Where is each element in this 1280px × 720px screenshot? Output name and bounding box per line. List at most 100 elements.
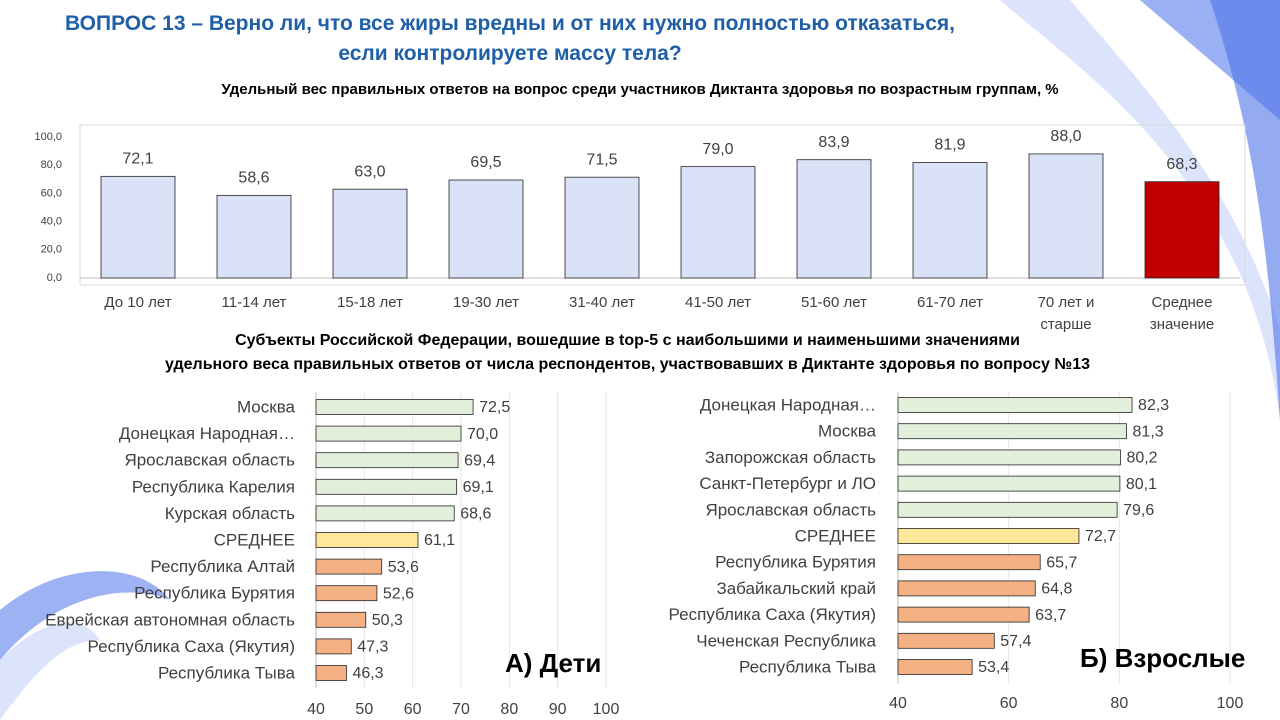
x-tick-label: 61-70 лет xyxy=(917,294,983,311)
y-tick-label: Республика Карелия xyxy=(132,477,295,496)
bar xyxy=(100,175,176,279)
x-tick-label: 90 xyxy=(549,701,567,718)
y-tick-label: Запорожская область xyxy=(705,448,876,467)
y-tick-label: Республика Саха (Якутия) xyxy=(88,637,295,656)
y-tick-label: Москва xyxy=(818,422,877,441)
x-tick-label: 11-14 лет xyxy=(221,294,287,311)
x-tick-label: 80 xyxy=(500,701,518,718)
x-tick-label: 40 xyxy=(307,701,325,718)
y-tick-label: 20,0 xyxy=(41,244,62,256)
y-tick-label: Республика Тыва xyxy=(158,663,296,682)
bar xyxy=(564,176,640,279)
bar xyxy=(216,194,292,279)
value-label: 82,3 xyxy=(1138,397,1169,414)
y-tick-label: Республика Тыва xyxy=(739,657,877,676)
bar xyxy=(315,585,378,602)
value-label: 63,7 xyxy=(1035,607,1066,624)
bar xyxy=(315,665,347,681)
x-tick-label: 15-18 лет xyxy=(337,294,403,311)
bar xyxy=(897,659,973,675)
bar xyxy=(315,452,459,469)
y-tick-label: Республика Алтай xyxy=(150,557,295,576)
value-label: 79,6 xyxy=(1123,502,1154,519)
bar xyxy=(315,425,462,442)
value-label: 50,3 xyxy=(372,612,403,629)
bar xyxy=(897,554,1041,571)
bar xyxy=(1028,153,1104,279)
annotation: Б) Взрослые xyxy=(1080,643,1245,673)
value-label: 53,6 xyxy=(388,559,419,576)
bar xyxy=(897,528,1080,544)
value-label: 47,3 xyxy=(357,639,388,656)
title-line: ВОПРОС 13 – Верно ли, что все жиры вредн… xyxy=(65,12,955,35)
y-tick-label: СРЕДНЕЕ xyxy=(795,526,876,545)
bar xyxy=(897,632,995,649)
bar xyxy=(897,397,1133,413)
y-tick-label: Республика Бурятия xyxy=(134,584,295,603)
bar xyxy=(315,532,419,548)
value-label: 70,0 xyxy=(467,426,498,443)
bar xyxy=(315,638,352,655)
value-label: 52,6 xyxy=(383,585,414,602)
value-label: 83,9 xyxy=(818,134,849,151)
bar xyxy=(1144,181,1220,279)
value-label: 72,5 xyxy=(479,399,510,416)
value-label: 65,7 xyxy=(1046,554,1077,571)
y-tick-label: Санкт-Петербург и ЛО xyxy=(699,474,876,493)
value-label: 80,2 xyxy=(1126,450,1157,467)
x-tick-label: 41-50 лет xyxy=(685,294,751,311)
bar xyxy=(897,449,1121,466)
value-label: 63,0 xyxy=(354,163,385,180)
bar xyxy=(315,478,458,495)
value-label: 80,1 xyxy=(1126,476,1157,493)
value-label: 58,6 xyxy=(238,170,269,187)
bar xyxy=(897,580,1036,597)
y-tick-label: Донецкая Народная… xyxy=(700,395,876,414)
chart-title: Удельный вес правильных ответов на вопро… xyxy=(221,81,1058,98)
y-tick-label: 60,0 xyxy=(41,187,62,199)
x-tick-label: 50 xyxy=(355,701,373,718)
y-tick-label: Чеченская Республика xyxy=(696,631,876,650)
y-tick-label: Забайкальский край xyxy=(716,579,876,598)
bar xyxy=(315,558,383,575)
y-tick-label: СРЕДНЕЕ xyxy=(214,530,295,549)
section-title-line: удельного веса правильных ответов от чис… xyxy=(164,356,1091,373)
y-tick-label: Еврейская автономная область xyxy=(45,610,295,629)
value-label: 68,6 xyxy=(460,506,491,523)
value-label: 72,1 xyxy=(122,151,153,168)
value-label: 57,4 xyxy=(1000,633,1031,650)
y-tick-label: Ярославская область xyxy=(124,451,295,470)
y-tick-label: Республика Саха (Якутия) xyxy=(669,605,876,624)
x-tick-label: 51-60 лет xyxy=(801,294,867,311)
value-label: 69,1 xyxy=(463,479,494,496)
value-label: 79,0 xyxy=(702,141,733,158)
annotation: А) Дети xyxy=(505,648,601,678)
x-tick-label: Среднее значение xyxy=(1149,294,1215,333)
value-label: 88,0 xyxy=(1050,128,1081,145)
value-label: 72,7 xyxy=(1085,528,1116,545)
y-tick-label: Республика Бурятия xyxy=(715,553,876,572)
x-tick-label: 60 xyxy=(1000,695,1018,712)
value-label: 61,1 xyxy=(424,532,455,549)
bar xyxy=(796,159,872,279)
y-tick-label: 40,0 xyxy=(41,216,62,228)
x-tick-label: 80 xyxy=(1110,695,1128,712)
bar xyxy=(897,423,1127,440)
title-line: если контролируете массу тела? xyxy=(338,42,682,65)
bar xyxy=(448,179,524,279)
section-title-line: Субъекты Российской Федерации, вошедшие … xyxy=(235,332,1020,349)
value-label: 69,5 xyxy=(470,154,501,171)
value-label: 81,3 xyxy=(1133,423,1164,440)
y-tick-label: Ярославская область xyxy=(705,500,876,519)
y-tick-label: 0,0 xyxy=(47,272,62,284)
x-tick-label: 40 xyxy=(889,695,907,712)
value-label: 53,4 xyxy=(978,659,1009,676)
bar xyxy=(315,611,367,628)
bar xyxy=(680,166,756,279)
bar xyxy=(897,501,1118,518)
x-tick-label: 100 xyxy=(593,701,620,718)
value-label: 69,4 xyxy=(464,452,495,469)
